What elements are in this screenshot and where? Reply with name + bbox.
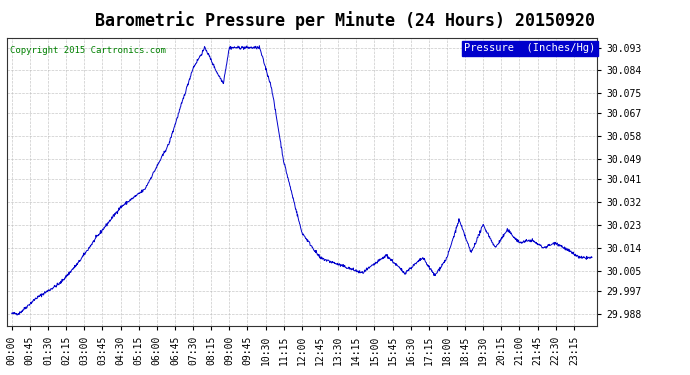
Text: Pressure  (Inches/Hg): Pressure (Inches/Hg) <box>464 43 595 53</box>
Text: Copyright 2015 Cartronics.com: Copyright 2015 Cartronics.com <box>10 46 166 55</box>
Text: Barometric Pressure per Minute (24 Hours) 20150920: Barometric Pressure per Minute (24 Hours… <box>95 11 595 30</box>
